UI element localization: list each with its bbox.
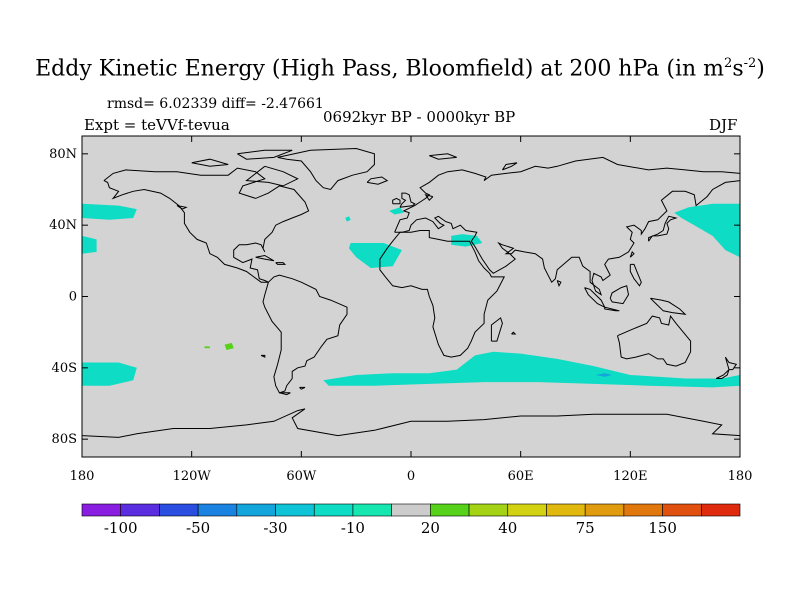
colorbar-swatch	[197, 503, 238, 517]
lat-tick-label: 0	[69, 290, 77, 305]
colorbar-label: 40	[498, 519, 518, 537]
coastline-2	[262, 274, 348, 394]
anomaly-region-north-atlantic	[348, 243, 402, 268]
coastline-25	[191, 158, 229, 167]
colorbar-label: 150	[648, 519, 677, 537]
anomaly-region-indian-ocean-blue	[595, 373, 613, 377]
coastline-21	[275, 262, 287, 265]
anomaly-region-north-pacific-east	[674, 203, 740, 258]
coastline-5	[617, 314, 692, 367]
axis-tick-labels: 80N 40N 0 40S 80S 180 120W 60W 0 60E 120E 180	[49, 147, 752, 484]
colorbar-swatch	[546, 503, 586, 517]
coastline-10	[648, 215, 678, 242]
colorbar-swatch	[507, 503, 547, 517]
anomaly-region-pacific-green-2	[204, 346, 210, 349]
colorbar-label: -50	[186, 519, 211, 537]
coastline-29	[279, 392, 291, 396]
colorbar	[81, 503, 741, 517]
colorbar-label: 75	[575, 519, 595, 537]
lat-tick-label: 80N	[49, 147, 77, 162]
lon-tick-label: 180	[728, 469, 753, 484]
anomaly-region-atlantic-small	[345, 216, 351, 222]
colorbar-swatch	[120, 503, 160, 517]
coastline-9	[366, 176, 389, 185]
colorbar-swatch	[700, 503, 741, 517]
coastline-31	[424, 194, 434, 201]
colorbar-label: -30	[263, 519, 288, 537]
lon-tick-label: 60W	[286, 469, 317, 484]
colorbar-label: 20	[420, 519, 440, 537]
colorbar-swatch	[275, 503, 315, 517]
colorbar-label: -10	[340, 519, 365, 537]
colorbar-swatch	[352, 503, 392, 517]
colorbar-swatch	[313, 503, 354, 517]
period-label: 0692kyr BP - 0000kyr BP	[323, 108, 516, 126]
coastline-18	[715, 369, 730, 379]
colorbar-swatch	[391, 503, 431, 517]
coastline-19	[629, 263, 642, 287]
coastline-32	[511, 331, 517, 335]
colorbar-swatch	[468, 503, 509, 517]
coastline-33	[260, 354, 266, 358]
anomaly-region-pacific-green	[224, 342, 234, 350]
coastline-12	[629, 250, 635, 258]
anomaly-region-north-pacific-west	[82, 203, 137, 220]
coastline-20	[255, 254, 275, 262]
coastline-14	[604, 306, 620, 312]
coastline-17	[724, 356, 738, 371]
lon-tick-label: 120E	[613, 469, 647, 484]
coastline-26	[237, 149, 293, 160]
season-label: DJF	[709, 116, 738, 134]
lon-tick-label: 60E	[508, 469, 534, 484]
map-title: Eddy Kinetic Energy (High Pass, Bloomfie…	[35, 56, 765, 82]
colorbar-label: -100	[103, 519, 138, 537]
anomaly-region-south-pacific-west	[82, 362, 137, 386]
colorbar-swatch	[662, 503, 702, 517]
coastline-27	[429, 153, 457, 160]
coastline-3	[394, 156, 740, 296]
lon-tick-label: 120W	[173, 469, 212, 484]
experiment-label: Expt = teVVf-tevua	[84, 116, 230, 134]
coastline-0	[103, 167, 310, 283]
colorbar-swatch	[430, 503, 470, 517]
axis-ticks	[81, 136, 741, 457]
lat-tick-label: 40N	[49, 218, 77, 233]
coastlines	[82, 147, 740, 438]
lat-tick-label: 80S	[52, 432, 77, 447]
stats-label: rmsd= 6.02339 diff= -2.47661	[107, 96, 324, 112]
coastline-30	[299, 386, 306, 390]
coastline-15	[609, 285, 630, 305]
coastline-4	[379, 230, 506, 358]
map-background	[82, 136, 740, 457]
coastline-28	[501, 162, 518, 171]
anomaly-regions	[82, 203, 740, 388]
coastline-23	[176, 205, 188, 210]
coastline-7	[399, 192, 416, 208]
colorbar-swatch	[236, 503, 276, 517]
coastline-16	[650, 297, 687, 315]
anomaly-region-south-atlantic-indian	[323, 351, 740, 388]
coastline-24	[245, 165, 299, 187]
coastline-1	[277, 147, 375, 191]
lon-tick-label: 0	[407, 469, 415, 484]
colorbar-swatch	[81, 503, 122, 517]
coastline-8	[392, 197, 401, 205]
colorbar-swatch	[584, 503, 625, 517]
anomaly-region-north-pacific-west-2	[82, 235, 97, 254]
coastline-11	[490, 317, 503, 342]
coastline-6	[82, 408, 740, 438]
lon-tick-label: 180	[70, 469, 95, 484]
colorbar-swatch	[159, 503, 199, 517]
anomaly-region-mediterranean-east	[389, 207, 404, 215]
colorbar-swatch	[623, 503, 663, 517]
lat-tick-label: 40S	[52, 361, 77, 376]
coastline-22	[556, 280, 562, 288]
